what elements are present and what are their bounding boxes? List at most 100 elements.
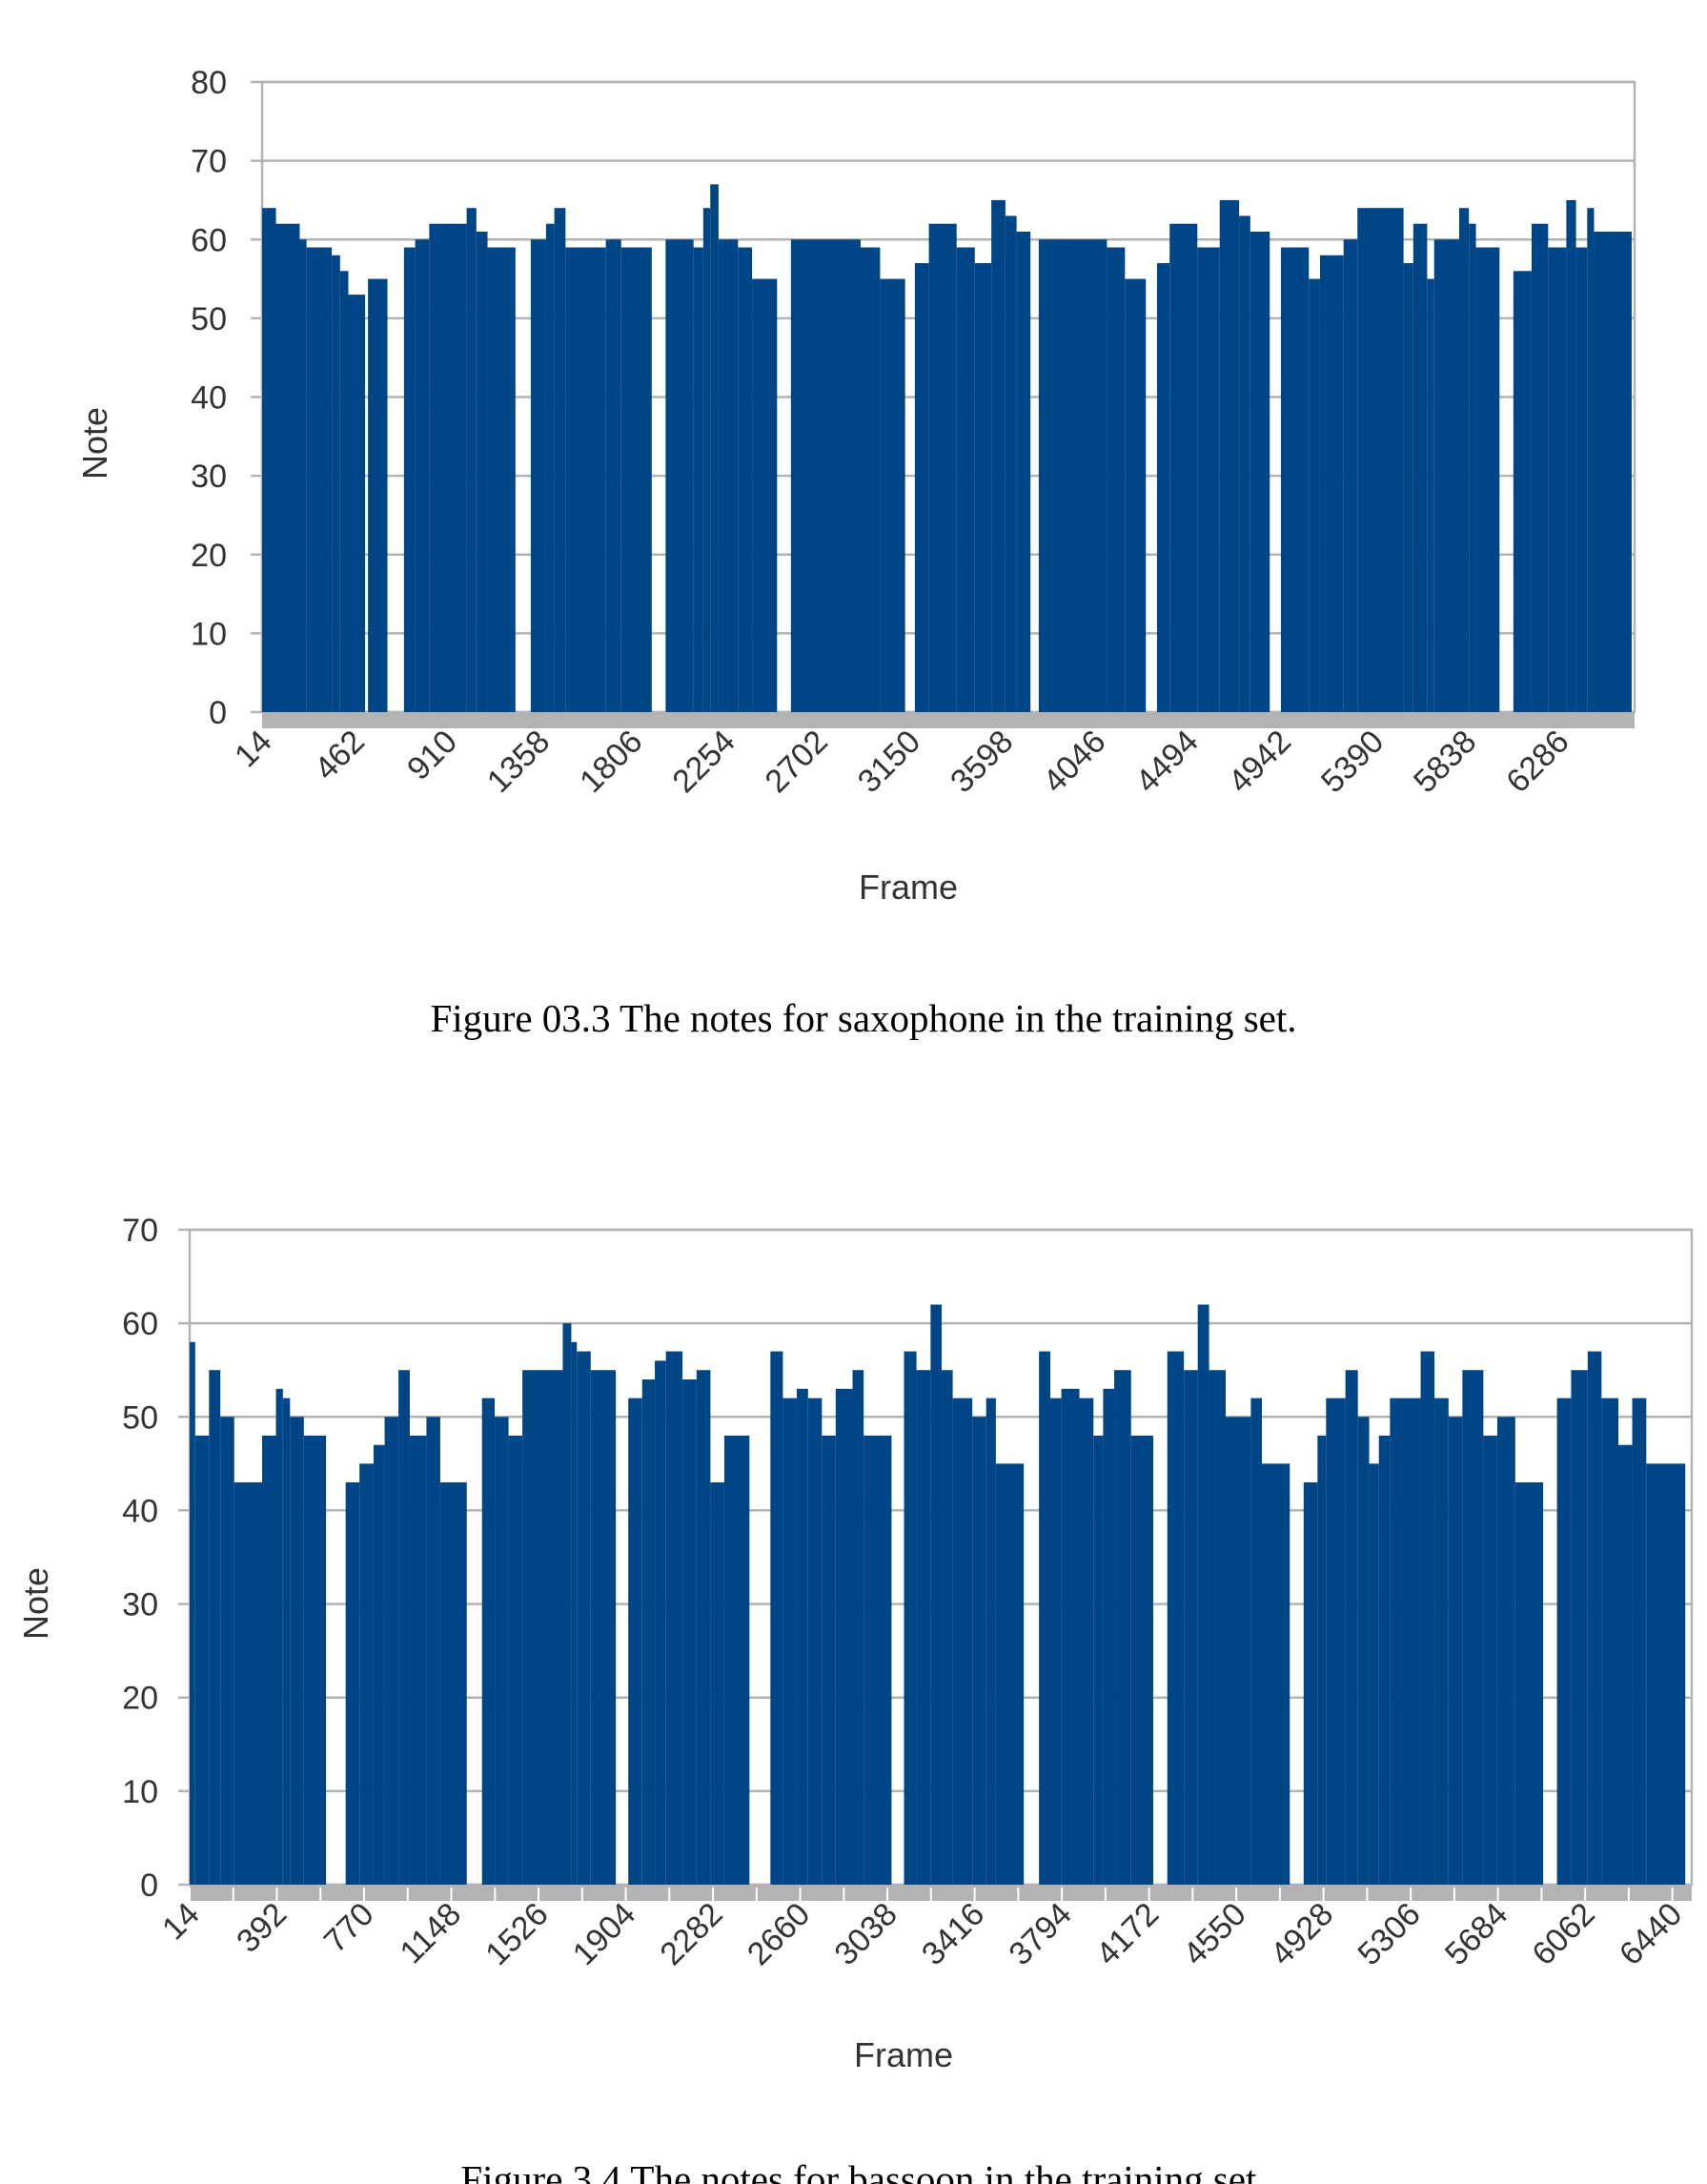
note-bar	[522, 1370, 563, 1885]
note-bar	[345, 1481, 360, 1885]
note-bar	[1475, 247, 1500, 712]
note-bar	[495, 1417, 509, 1885]
note-bar	[303, 1435, 327, 1885]
note-bar	[290, 1417, 304, 1885]
note-bar	[723, 1435, 750, 1885]
note-bar	[1483, 1435, 1497, 1885]
note-bar	[605, 239, 621, 712]
note-bar	[904, 1351, 917, 1885]
x-tick-label: 4928	[1264, 1896, 1340, 1972]
x-tick-label: 2660	[741, 1896, 817, 1972]
note-bar	[928, 223, 957, 713]
y-tick-label: 50	[191, 301, 227, 337]
x-tick-label: 392	[230, 1896, 294, 1960]
note-bar	[1156, 263, 1170, 712]
note-bar	[415, 239, 430, 712]
note-bar	[1594, 231, 1632, 713]
note-bar	[628, 1398, 642, 1885]
note-bar	[1378, 1435, 1391, 1885]
x-tick-label: 2702	[759, 724, 835, 800]
note-bar	[1197, 247, 1220, 712]
note-bar	[1514, 1481, 1544, 1885]
x-tick-label: 5684	[1438, 1896, 1514, 1972]
y-tick-label: 70	[191, 144, 227, 180]
bassoon-notes-chart: 0 10 20 30 40 50 60 70 14 392 770 1148 1526 1904 2282 2…	[16, 1213, 1694, 2074]
note-bar	[916, 1370, 931, 1885]
note-bar	[718, 239, 739, 712]
note-bar	[995, 1463, 1025, 1885]
y-tick-label: 80	[191, 65, 227, 101]
note-bar	[974, 263, 992, 712]
x-tick-label: 3416	[915, 1896, 991, 1972]
y-tick-label: 40	[122, 1493, 158, 1529]
y-tick-label: 40	[191, 380, 227, 417]
note-bar	[1496, 1417, 1515, 1885]
note-bar	[348, 295, 366, 712]
note-bar	[1061, 1388, 1080, 1885]
note-bar	[790, 239, 861, 712]
x-tick-label: 1526	[478, 1896, 555, 1972]
y-tick-label: 50	[122, 1399, 158, 1436]
figure-caption-bassoon: Figure 3.4 The notes for bassoon in the …	[460, 2157, 1266, 2184]
note-bar	[1125, 278, 1147, 712]
note-bar	[1197, 1304, 1209, 1885]
note-bar	[554, 208, 566, 712]
x-tick-label: 5390	[1314, 724, 1391, 800]
note-bar	[1587, 208, 1595, 712]
note-bar	[1107, 247, 1126, 712]
note-bar	[1130, 1435, 1153, 1885]
note-bar	[1250, 231, 1270, 713]
x-tick-label: 1806	[573, 724, 649, 800]
note-bar	[1261, 1463, 1290, 1885]
note-bar	[1513, 271, 1532, 712]
x-tick-label: 3794	[1002, 1896, 1078, 1972]
note-bar	[476, 231, 488, 713]
x-tick-label: 6062	[1525, 1896, 1601, 1972]
y-tick-label: 30	[122, 1587, 158, 1623]
note-bar	[710, 1481, 724, 1885]
y-tick-label: 70	[122, 1213, 158, 1249]
note-bar	[545, 223, 555, 713]
note-bar	[1049, 1398, 1062, 1885]
note-bar	[986, 1398, 996, 1885]
note-bar	[368, 278, 388, 712]
y-tick-label: 20	[191, 538, 227, 574]
x-tick-label: 3038	[827, 1896, 904, 1972]
note-bar	[481, 1398, 496, 1885]
note-bar	[1469, 223, 1476, 713]
note-bar	[1250, 1398, 1262, 1885]
x-tick-label: 1904	[566, 1896, 642, 1972]
note-bar	[693, 247, 703, 712]
note-bar	[1093, 1435, 1104, 1885]
x-axis-title: Frame	[859, 867, 958, 907]
note-bar	[384, 1417, 399, 1885]
note-bar	[665, 239, 694, 712]
note-bar	[991, 199, 1006, 712]
note-bar	[1420, 1351, 1435, 1885]
x-tick-label: 4494	[1128, 724, 1205, 800]
note-bar	[665, 1351, 683, 1885]
note-bar	[565, 247, 606, 712]
note-bar	[1357, 1417, 1370, 1885]
y-axis-title: Note	[75, 407, 114, 480]
y-tick-label: 0	[209, 695, 227, 731]
note-bar	[439, 1481, 467, 1885]
note-bar	[752, 278, 778, 712]
note-bar	[1601, 1398, 1619, 1885]
x-tick-label: 4172	[1089, 1896, 1166, 1972]
note-bar	[835, 1388, 853, 1885]
y-tick-label: 10	[191, 616, 227, 652]
note-bar	[864, 1435, 892, 1885]
note-bar	[1462, 1370, 1484, 1885]
note-bar	[429, 223, 467, 713]
note-bar	[577, 1351, 591, 1885]
note-bar	[234, 1481, 263, 1885]
x-tick-label: 462	[308, 724, 372, 787]
note-bar	[1005, 215, 1017, 712]
note-bar	[1225, 1417, 1251, 1885]
note-bar	[952, 1398, 973, 1885]
note-bar	[930, 1304, 942, 1885]
note-bar	[1016, 231, 1031, 713]
x-tick-label: 6286	[1499, 724, 1575, 800]
note-bar	[275, 1388, 283, 1885]
